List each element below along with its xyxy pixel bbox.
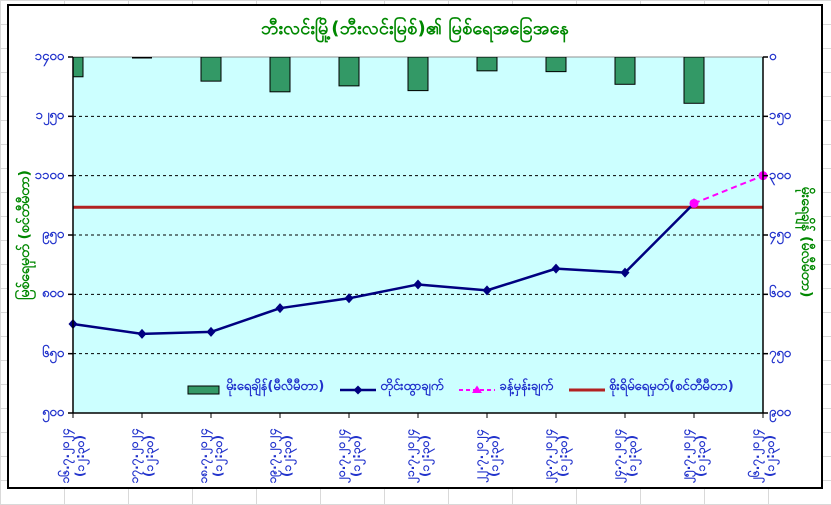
rain-bar [200,57,222,82]
rain-bar [73,57,84,78]
forecast-circle-marker [689,198,699,208]
legend-label-forecast: ခန့်မှန်းချက် [499,378,554,394]
forecast-line [693,174,764,205]
measured-diamond-marker [482,285,492,296]
legend-label-danger: စိုးရိမ်ရေမှတ်(စင်တီမီတာ) [609,378,734,394]
danger-line-swatch-icon [569,381,606,393]
rain-bar [545,57,567,73]
measured-diamond-marker [620,267,630,278]
rain-bar [683,57,705,104]
chart-title: ဘီးလင်းမြို့(ဘီးလင်းမြစ်)၏ မြစ်ရေအခြေအနေ [261,18,569,39]
measured-diamond-marker [137,328,147,339]
rainfall-bars [73,57,705,104]
left-axis-title: မြစ်ရေမှတ် (စင်တီမီတာ) [17,170,33,300]
legend-item-measured: တိုင်းထွာချက် [340,378,443,397]
measured-line-swatch-icon [340,381,377,395]
legend-item-forecast: ခန့်မှန်းချက် [459,378,553,397]
legend-item-rainfall: မိုးရေချိန်(မီလီမီတာ) [186,378,324,397]
rain-bar [338,57,360,87]
measured-diamond-marker [206,326,216,337]
legend-item-danger: စိုးရိမ်ရေမှတ်(စင်တီမီတာ) [569,378,734,397]
legend-label-measured: တိုင်းထွာချက် [380,378,444,394]
measured-diamond-marker [551,263,561,274]
measured-line [72,202,695,336]
measured-diamond-marker [344,293,354,304]
forecast-line-swatch-icon [459,381,496,393]
legend-label-rainfall: မိုးရေချိန်(မီလီမီတာ) [226,378,325,394]
measured-diamond-marker [275,303,285,314]
rain-bar [407,57,429,92]
measured-diamond-marker [413,279,423,290]
rain-bar [476,57,498,72]
rain-bar [614,57,636,85]
right-axis-title: မိုးရေချိန် (မီလီမီတာ) [798,186,814,298]
legend: မိုးရေချိန်(မီလီမီတာ) တိုင်းထွာချက် ခန့်… [186,377,734,397]
rain-bar [269,57,291,93]
rainfall-bar-swatch-icon [186,381,222,395]
